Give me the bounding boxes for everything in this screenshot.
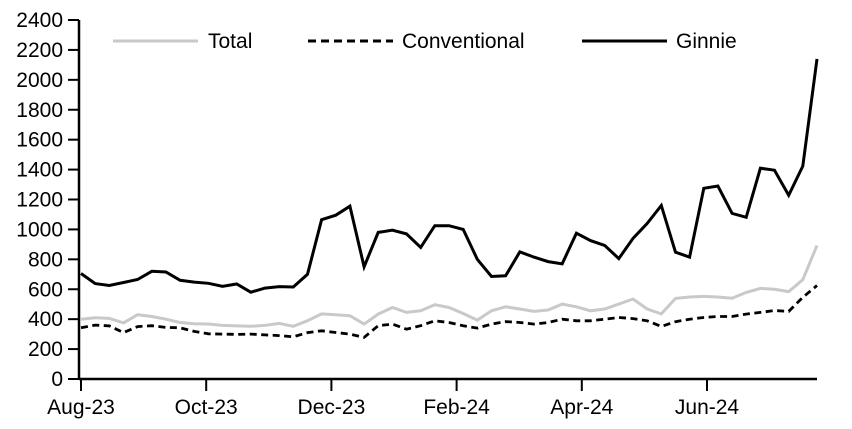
y-tick-label: 600 (28, 278, 63, 301)
y-tick-label: 2000 (16, 69, 63, 92)
y-tick-label: 2400 (16, 9, 63, 32)
legend-label-conventional: Conventional (402, 30, 525, 53)
x-tick-label: Oct-23 (175, 396, 238, 419)
x-tick-label: Jun-24 (675, 396, 740, 419)
series-lines (80, 58, 819, 339)
legend-item-total: Total (113, 30, 252, 53)
y-tick-label: 200 (28, 338, 63, 361)
y-tick-label: 400 (28, 308, 63, 331)
legend-item-conventional: Conventional (308, 30, 525, 53)
y-axis: 0 200 400 600 800 1000 1200 1400 1600 1800 2000 220… (16, 9, 81, 391)
legend: Total Conventional Ginnie (113, 30, 737, 53)
x-tick-label: Feb-24 (423, 396, 490, 419)
legend-label-ginnie: Ginnie (676, 30, 737, 53)
x-tick-label: Apr-24 (550, 396, 613, 419)
y-tick-label: 1200 (16, 189, 63, 212)
y-tick-label: 0 (51, 368, 63, 391)
x-tick-label: Dec-23 (298, 396, 366, 419)
y-tick-label: 1800 (16, 99, 63, 122)
y-tick-label: 1000 (16, 218, 63, 241)
legend-label-total: Total (208, 30, 252, 53)
y-tick-label: 1400 (16, 159, 63, 182)
y-tick-label: 2200 (16, 39, 63, 62)
series-line-ginnie (80, 58, 819, 294)
y-tick-label: 1600 (16, 129, 63, 152)
y-tick-label: 800 (28, 248, 63, 271)
x-axis: Aug-23 Oct-23 Dec-23 Feb-24 Apr-24 Jun-24 (47, 377, 817, 419)
x-tick-label: Aug-23 (47, 396, 115, 419)
legend-item-ginnie: Ginnie (582, 30, 737, 53)
series-line-total (80, 244, 819, 328)
series-line-conventional (80, 284, 818, 339)
